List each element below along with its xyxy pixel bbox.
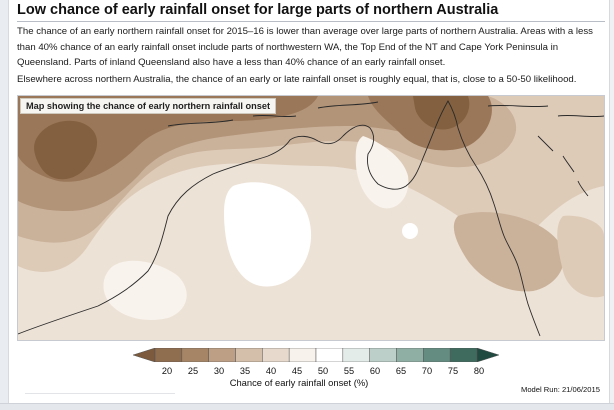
- colorbar-segment: [396, 348, 424, 362]
- title-divider: [17, 21, 605, 22]
- colorbar-tick-55: 55: [343, 366, 355, 376]
- model-run-label: Model Run: 21/06/2015: [521, 385, 600, 394]
- map-zone-20-capeyork: [413, 96, 470, 130]
- australia-coastline: [18, 100, 541, 337]
- description-paragraph-1: The chance of an early northern rainfall…: [17, 26, 593, 69]
- map-zone-50-interior: [223, 182, 312, 287]
- colorbar-tick-35: 35: [239, 366, 251, 376]
- colorbar-tick-45: 45: [291, 366, 303, 376]
- colorbar: [133, 348, 499, 362]
- colorbar-tick-70: 70: [421, 366, 433, 376]
- indonesia-coastline: [167, 101, 604, 127]
- colorbar-segment: [449, 348, 478, 362]
- colorbar-tick-40: 40: [265, 366, 277, 376]
- map-zone-50-southwest: [103, 260, 187, 321]
- colorbar-tick-20: 20: [161, 366, 173, 376]
- colorbar-tick-60: 60: [369, 366, 381, 376]
- map-caption: Map showing the chance of early northern…: [20, 98, 277, 114]
- colorbar-segment: [315, 348, 344, 362]
- page-title: Low chance of early rainfall onset for l…: [17, 2, 499, 18]
- colorbar-tick-75: 75: [447, 366, 459, 376]
- rainfall-onset-map: Map showing the chance of early northern…: [17, 95, 605, 341]
- colorbar-segment: [181, 348, 209, 362]
- page-edge: [0, 0, 8, 409]
- colorbar-segment: [288, 348, 317, 362]
- map-zone-30-inlandqld: [453, 212, 564, 292]
- colorbar-tick-80: 80: [473, 366, 485, 376]
- colorbar-segment: [235, 348, 263, 362]
- colorbar-tick-65: 65: [395, 366, 407, 376]
- description-paragraph-2: Elsewhere across northern Australia, the…: [17, 74, 577, 85]
- footer-faint-line: [25, 393, 175, 394]
- colorbar-segment: [369, 348, 397, 362]
- colorbar-segment: [133, 348, 156, 362]
- colorbar-segment: [154, 348, 183, 362]
- colorbar-segment: [262, 348, 290, 362]
- colorbar-tick-25: 25: [187, 366, 199, 376]
- colorbar-tick-30: 30: [213, 366, 225, 376]
- colorbar-title: Chance of early rainfall onset (%): [229, 377, 369, 388]
- map-zone-20-northwest: [34, 120, 98, 180]
- map-zone-50-gulf: [355, 136, 409, 209]
- colorbar-tick-50: 50: [317, 366, 329, 376]
- colorbar-segment: [208, 348, 236, 362]
- map-zone-25: [18, 96, 318, 182]
- colorbar-segment: [476, 348, 499, 362]
- map-zone-50-spot: [402, 223, 418, 239]
- page-bottom-bar: [0, 403, 614, 410]
- colorbar-segment: [423, 348, 451, 362]
- content-panel: Low chance of early rainfall onset for l…: [8, 0, 610, 409]
- map-shading: [18, 96, 604, 340]
- colorbar-segment: [342, 348, 370, 362]
- pacific-islands-coastline: [537, 135, 589, 197]
- map-zone-40-east: [557, 215, 604, 298]
